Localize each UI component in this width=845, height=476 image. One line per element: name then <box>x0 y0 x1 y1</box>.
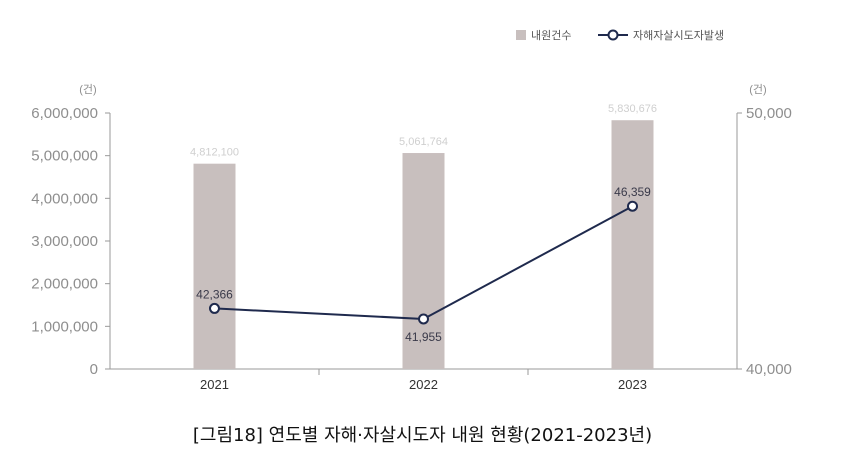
legend-bar-label: 내원건수 <box>531 29 571 42</box>
x-tick-label: 2022 <box>409 377 438 392</box>
left-tick-label: 1,000,000 <box>31 318 98 335</box>
line-value-label: 41,955 <box>405 330 442 344</box>
line-value-label: 46,359 <box>614 185 651 199</box>
figure-caption: [그림18] 연도별 자해·자살시도자 내원 현황(2021-2023년) <box>192 425 653 446</box>
line-point-2022 <box>418 313 429 325</box>
combo-chart: 0 1,000,000 2,000,000 3,000,000 4,000,000 5,0… <box>31 28 792 392</box>
left-tick-label: 0 <box>90 361 98 378</box>
legend-bar-swatch <box>516 30 526 40</box>
left-axis-unit: (건) <box>79 83 96 96</box>
bar-2023 <box>611 120 654 369</box>
left-tick-label: 2,000,000 <box>31 276 98 293</box>
left-tick-label: 3,000,000 <box>31 233 98 250</box>
left-tick-label: 6,000,000 <box>31 105 98 122</box>
line-point-2023 <box>627 200 638 212</box>
line-point-2021 <box>209 302 220 314</box>
left-tick-label: 4,000,000 <box>31 190 98 207</box>
bar-value-label: 5,061,764 <box>399 136 448 148</box>
x-tick-label: 2023 <box>618 377 647 392</box>
legend-line-label: 자해자살시도자발생 <box>633 28 724 42</box>
legend: 내원건수 자해자살시도자발생 <box>516 28 724 42</box>
right-axis-unit: (건) <box>749 83 766 96</box>
legend-line-marker <box>607 29 619 41</box>
line-series: 42,366 41,955 46,359 <box>196 185 651 344</box>
right-tick-label: 50,000 <box>746 105 792 122</box>
x-tick-label: 2021 <box>200 377 229 392</box>
right-tick-label: 40,000 <box>746 361 792 378</box>
bar-2022 <box>402 153 445 369</box>
bar-value-label: 5,830,676 <box>608 103 657 115</box>
line-value-label: 42,366 <box>196 287 233 301</box>
bar-value-label: 4,812,100 <box>190 147 239 159</box>
bar-series: 4,812,100 5,061,764 5,830,676 <box>190 103 657 369</box>
bar-2021 <box>193 163 236 369</box>
left-tick-label: 5,000,000 <box>31 148 98 165</box>
